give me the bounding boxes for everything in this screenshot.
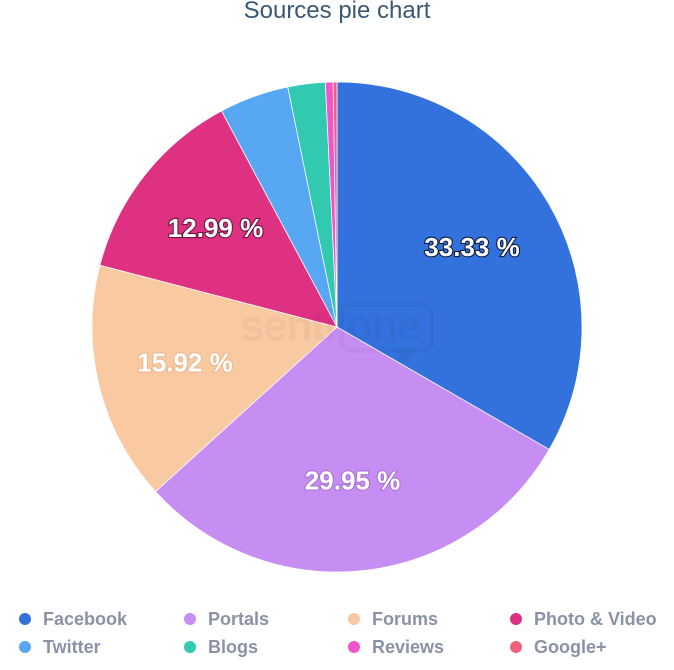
svg-text:15.92 %: 15.92 %	[137, 348, 232, 378]
svg-text:one: one	[346, 302, 420, 351]
svg-text:12.99 %: 12.99 %	[168, 213, 263, 243]
svg-text:senti: senti	[240, 302, 335, 351]
svg-text:33.33 %: 33.33 %	[424, 232, 519, 262]
svg-text:29.95 %: 29.95 %	[305, 466, 400, 496]
